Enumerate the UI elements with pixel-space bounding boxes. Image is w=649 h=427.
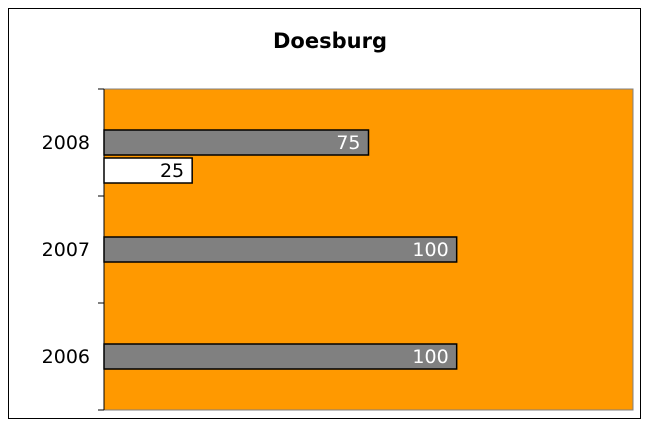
y-tick-label: 2008 — [42, 132, 90, 154]
data-label: 25 — [160, 160, 184, 182]
y-tick-label: 2007 — [42, 239, 90, 261]
data-label: 100 — [412, 346, 448, 368]
chart-title: Doesburg — [273, 29, 387, 53]
data-label: 75 — [336, 132, 360, 154]
data-label: 100 — [412, 239, 448, 261]
bar — [103, 343, 458, 370]
bar — [103, 129, 370, 156]
bar — [103, 157, 193, 184]
y-tick-label: 2006 — [42, 346, 90, 368]
bar — [103, 236, 458, 263]
